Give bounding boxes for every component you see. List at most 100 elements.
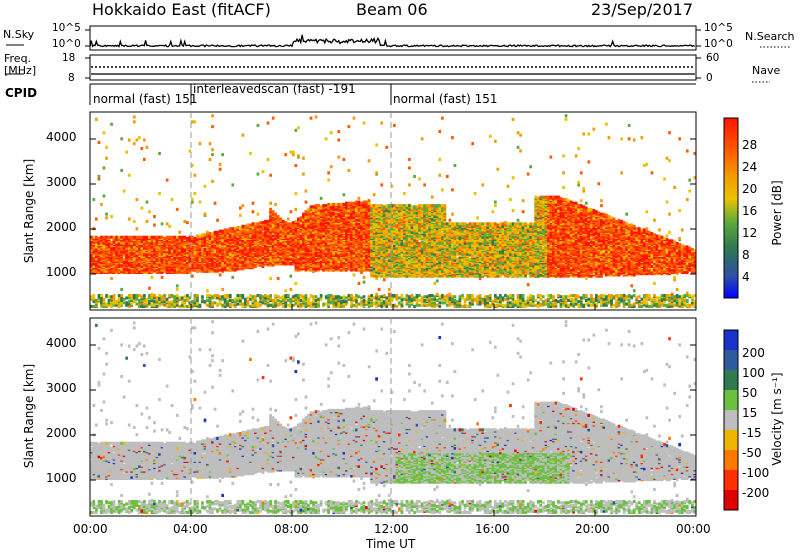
- power-cell: [148, 210, 151, 213]
- power-cell: [143, 303, 146, 306]
- power-cell: [153, 294, 156, 297]
- power-cell: [153, 215, 156, 218]
- power-cell: [133, 120, 136, 123]
- power-cell: [138, 299, 141, 302]
- power-cell: [199, 201, 202, 204]
- power-cell: [98, 175, 101, 178]
- power-cell: [105, 157, 108, 160]
- power-cell: [209, 158, 212, 161]
- power-cell: [219, 295, 222, 298]
- power-cell: [158, 152, 161, 155]
- power-cell: [100, 236, 103, 239]
- power-cell: [196, 235, 199, 238]
- power-cell: [166, 222, 169, 225]
- power-cell: [161, 236, 164, 239]
- power-cell: [183, 299, 186, 302]
- power-cell: [98, 237, 101, 240]
- power-cell: [130, 303, 133, 306]
- power-cell: [209, 294, 212, 297]
- power-cell: [153, 236, 156, 239]
- power-cell: [103, 298, 106, 301]
- power-cell: [186, 221, 189, 224]
- power-cell: [143, 158, 146, 161]
- power-cell: [196, 294, 199, 297]
- power-cell: [158, 192, 161, 195]
- power-cell: [168, 236, 171, 239]
- power-cell: [128, 139, 131, 142]
- power-cell: [133, 115, 136, 118]
- power-cell: [194, 192, 197, 195]
- power-cell: [166, 236, 169, 239]
- power-cell: [105, 236, 108, 239]
- power-cell: [130, 294, 133, 297]
- power-cell: [173, 295, 176, 298]
- power-cell: [209, 232, 212, 235]
- power-cell: [133, 142, 136, 145]
- power-cell: [148, 287, 151, 290]
- power-cell: [103, 166, 106, 169]
- power-cell: [161, 276, 164, 279]
- power-cell: [163, 294, 166, 297]
- power-cell: [105, 146, 108, 149]
- power-cell: [113, 236, 116, 239]
- power-cell: [181, 301, 184, 304]
- power-cell: [219, 273, 222, 276]
- power-cell: [105, 294, 108, 297]
- power-cell: [219, 230, 222, 233]
- nsky-panel: [90, 26, 696, 50]
- power-cell: [178, 231, 181, 234]
- power-cell: [158, 236, 161, 239]
- power-cell: [206, 289, 209, 292]
- power-cell: [224, 294, 227, 297]
- power-cell: [98, 294, 101, 297]
- power-cell: [125, 151, 128, 154]
- power-cell: [120, 294, 123, 297]
- power-cell: [194, 120, 197, 123]
- power-cell: [95, 218, 98, 221]
- power-cell: [156, 305, 159, 308]
- power-cell: [171, 236, 174, 239]
- power-cell: [221, 288, 224, 291]
- power-cell: [141, 147, 144, 150]
- power-cell: [146, 236, 149, 239]
- power-cell: [95, 236, 98, 239]
- power-cell: [176, 288, 179, 291]
- power-cell: [214, 294, 217, 297]
- power-cell: [171, 258, 174, 261]
- power-cell: [211, 301, 214, 304]
- power-cell: [120, 236, 123, 239]
- power-cell: [143, 236, 146, 239]
- power-cell: [171, 300, 174, 303]
- power-cell: [108, 236, 111, 239]
- power-cell: [108, 295, 111, 298]
- power-cell: [194, 237, 197, 240]
- power-cell: [128, 218, 131, 221]
- power-cell: [95, 299, 98, 302]
- power-cell: [110, 295, 113, 298]
- power-cell: [128, 294, 131, 297]
- power-cell: [173, 236, 176, 239]
- power-cell: [146, 220, 149, 223]
- power-cell: [95, 118, 98, 121]
- power-cell: [143, 139, 146, 142]
- power-cell: [168, 301, 171, 304]
- power-cell: [226, 300, 229, 303]
- power-cell: [176, 236, 179, 239]
- power-cell: [206, 304, 209, 307]
- power-cell: [141, 207, 144, 210]
- power-cell: [93, 236, 96, 239]
- power-cell: [166, 298, 169, 301]
- power-cell: [209, 142, 212, 145]
- power-cell: [204, 300, 207, 303]
- power-cell: [151, 304, 154, 307]
- power-cell: [146, 201, 149, 204]
- power-cell: [105, 213, 108, 216]
- power-cell: [123, 236, 126, 239]
- power-cell: [123, 190, 126, 193]
- power-cell: [125, 301, 128, 304]
- power-cell: [191, 198, 194, 201]
- power-cell: [153, 224, 156, 227]
- power-cell: [171, 198, 174, 201]
- power-cell: [115, 236, 118, 239]
- power-cell: [148, 300, 151, 303]
